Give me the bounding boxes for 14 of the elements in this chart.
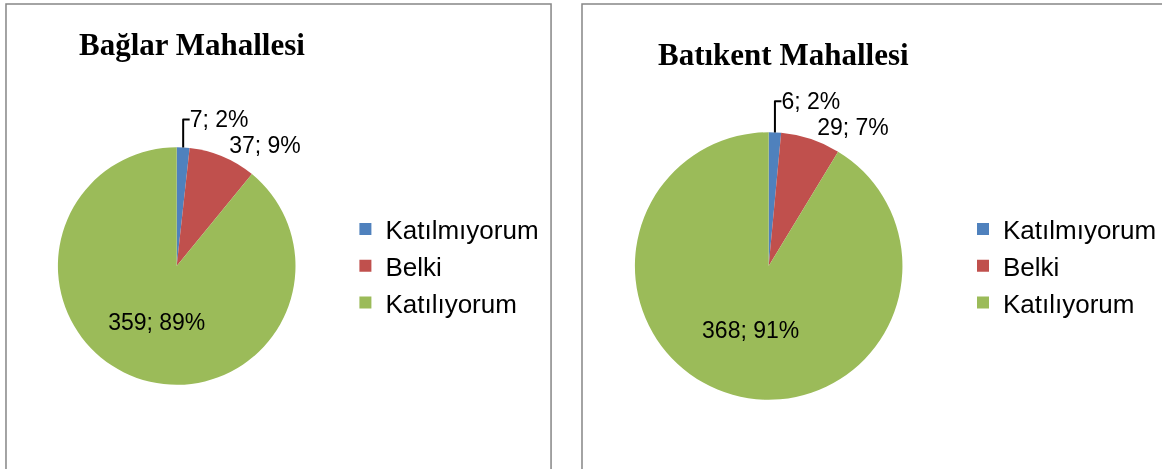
data-label: 359; 89% [108, 308, 206, 335]
data-label: 29; 7% [817, 114, 889, 141]
legend-label: Katılıyorum [1003, 288, 1135, 319]
legend-label: Katılmıyorum [1003, 215, 1157, 246]
legend-label: Katılmıyorum [385, 215, 539, 246]
legend-label: Belki [1003, 251, 1060, 282]
data-label: 368; 91% [702, 317, 800, 344]
chart-title: Batıkent Mahallesi [658, 37, 909, 72]
legend-label: Katılıyorum [385, 288, 517, 319]
legend-label: Belki [385, 251, 442, 282]
data-label: 6; 2% [781, 88, 841, 115]
chart-title: Bağlar Mahallesi [79, 27, 306, 62]
data-label: 37; 9% [229, 132, 301, 159]
data-label: 7; 2% [189, 106, 249, 133]
